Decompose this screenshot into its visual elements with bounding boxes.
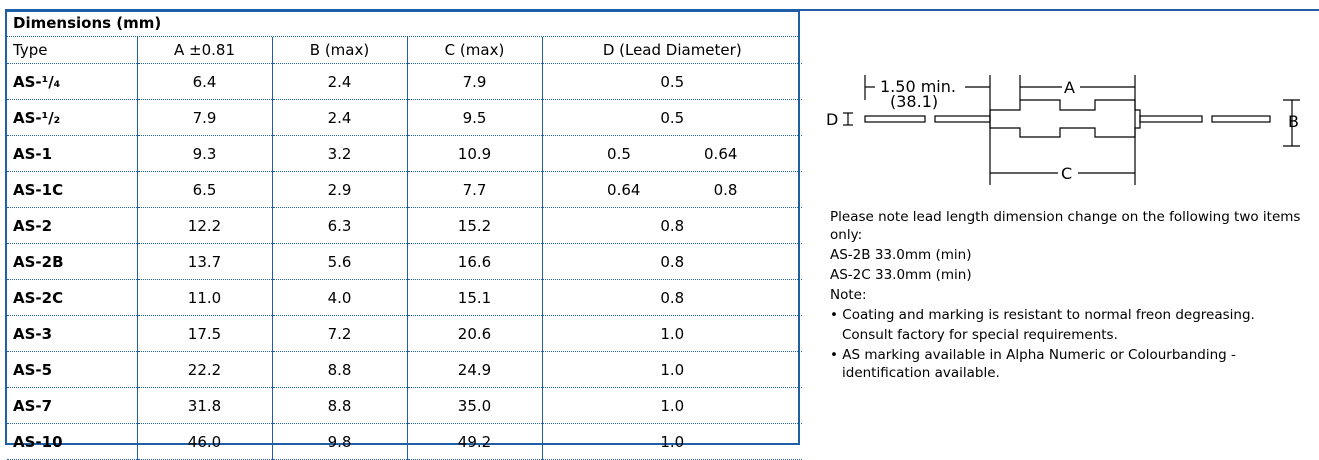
cell: 13.7	[136, 243, 272, 280]
note-bullet: • Coating and marking is resistant to no…	[830, 307, 1255, 323]
row: AS-5 22.2 8.8 24.9 1.0	[7, 351, 802, 388]
cell: 9.8	[271, 423, 407, 460]
cell: AS-3	[7, 315, 137, 352]
cell: 0.8	[541, 243, 802, 280]
cell: 0.8	[541, 279, 802, 316]
cell: 17.5	[136, 315, 272, 352]
row: AS-1 9.3 3.2 10.9 0.5 0.64	[7, 135, 803, 172]
cell: AS-2B	[7, 243, 137, 280]
header-cell: C (max)	[406, 37, 542, 64]
cell: 3.2	[271, 135, 407, 172]
note-intro: Please note lead length dimension change…	[830, 209, 1301, 243]
cell: 1.0	[541, 351, 802, 388]
lead-length: 1.50 min.	[880, 77, 956, 96]
resistor-drawing	[843, 75, 1300, 185]
header-cell: Type	[7, 37, 137, 64]
cell: 24.9	[406, 351, 542, 388]
dimensions-table: Dimensions (mm) Type A ±0.81 B (max) C (max)…	[5, 10, 802, 460]
label-d: D	[826, 110, 838, 129]
label-a: A	[1064, 78, 1075, 97]
cell: 2.9	[271, 171, 407, 208]
cell: 31.8	[136, 387, 272, 424]
cell: 9.3	[136, 135, 272, 172]
cell: 46.0	[136, 423, 272, 460]
cell: 0.5	[541, 63, 802, 100]
cell: AS-2	[7, 207, 137, 244]
row: AS-2C 11.0 4.0 15.1 0.8	[7, 279, 802, 316]
cell-pair: 0.64 0.8	[543, 181, 803, 199]
cell: 1.0	[541, 315, 802, 352]
cell: 0.64 0.8	[541, 171, 803, 208]
cell: 5.6	[271, 243, 407, 280]
cell: AS-¹/₄	[7, 63, 137, 100]
label-c: C	[1061, 164, 1072, 183]
cell: 49.2	[406, 423, 542, 460]
row: AS-3 17.5 7.2 20.6 1.0	[7, 315, 802, 352]
cell: 6.3	[271, 207, 407, 244]
row: AS-2B 13.7 5.6 16.6 0.8	[7, 243, 802, 280]
cell: AS-¹/₂	[7, 99, 137, 136]
cell: 4.0	[271, 279, 407, 316]
row: AS-¹/₄ 6.4 2.4 7.9 0.5	[7, 63, 802, 100]
cell: 7.9	[136, 99, 272, 136]
cell: 7.2	[271, 315, 407, 352]
header-row: Type A ±0.81 B (max) C (max) D (Lead Diamete…	[7, 37, 802, 64]
cell: 16.6	[406, 243, 542, 280]
cell: 35.0	[406, 387, 542, 424]
row: AS-1C 6.5 2.9 7.7 0.64 0.8	[7, 171, 803, 208]
cell: 9.5	[406, 99, 542, 136]
note-bullet: • AS marking available in Alpha Numeric …	[830, 347, 1236, 381]
cell: 15.2	[406, 207, 542, 244]
cell: 7.7	[406, 171, 542, 208]
cell: 20.6	[406, 315, 542, 352]
row: AS-10 46.0 9.8 49.2 1.0	[7, 423, 802, 460]
row: AS-7 31.8 8.8 35.0 1.0	[7, 387, 802, 424]
cell: 11.0	[136, 279, 272, 316]
header-cell: D (Lead Diameter)	[541, 37, 802, 64]
cell-value: 0.8	[713, 180, 738, 199]
cell: 8.8	[271, 351, 407, 388]
cell-value: 0.64	[704, 144, 738, 163]
bullet-text: Coating and marking is resistant to norm…	[842, 307, 1255, 323]
cell: 1.0	[541, 423, 802, 460]
notes: Please note lead length dimension change…	[830, 208, 1310, 384]
note-item: AS-2C 33.0mm (min)	[830, 267, 972, 283]
cell: 2.4	[271, 63, 407, 100]
cell: 0.5	[541, 99, 802, 136]
cell: 6.4	[136, 63, 272, 100]
note-heading: Note:	[830, 287, 867, 303]
table-title: Dimensions (mm)	[7, 12, 798, 37]
row: AS-¹/₂ 7.9 2.4 9.5 0.5	[7, 99, 802, 136]
cell-value: 0.64	[607, 180, 641, 199]
header-cell: B (max)	[271, 37, 407, 64]
cell: 0.5 0.64	[541, 135, 803, 172]
cell: 22.2	[136, 351, 272, 388]
label-b: B	[1288, 112, 1299, 131]
row: AS-2 12.2 6.3 15.2 0.8	[7, 207, 802, 244]
table: Type A ±0.81 B (max) C (max) D (Lead Diamete…	[7, 37, 802, 460]
bullet-text: AS marking available in Alpha Numeric or…	[842, 347, 1236, 381]
cell: AS-5	[7, 351, 137, 388]
note-item: AS-2B 33.0mm (min)	[830, 247, 972, 263]
cell-value: 0.5	[607, 144, 631, 163]
cell: AS-7	[7, 387, 137, 424]
cell: 1.0	[541, 387, 802, 424]
cell-pair: 0.5 0.64	[543, 145, 803, 163]
cell: 10.9	[406, 135, 542, 172]
cell: AS-10	[7, 423, 137, 460]
cell: AS-1	[7, 135, 137, 172]
cell: 6.5	[136, 171, 272, 208]
cell: AS-2C	[7, 279, 137, 316]
header-cell: A ±0.81	[136, 37, 272, 64]
page: 1.50 min. (38.1) A B C D Dimensions (mm)…	[5, 9, 1319, 460]
cell: 8.8	[271, 387, 407, 424]
cell: 0.8	[541, 207, 802, 244]
cell: 7.9	[406, 63, 542, 100]
cell: 2.4	[271, 99, 407, 136]
lead-length-inch: (38.1)	[890, 92, 938, 111]
cell: AS-1C	[7, 171, 137, 208]
cell: 15.1	[406, 279, 542, 316]
cell: 12.2	[136, 207, 272, 244]
bullet-extra: Consult factory for special requirements…	[842, 327, 1118, 343]
